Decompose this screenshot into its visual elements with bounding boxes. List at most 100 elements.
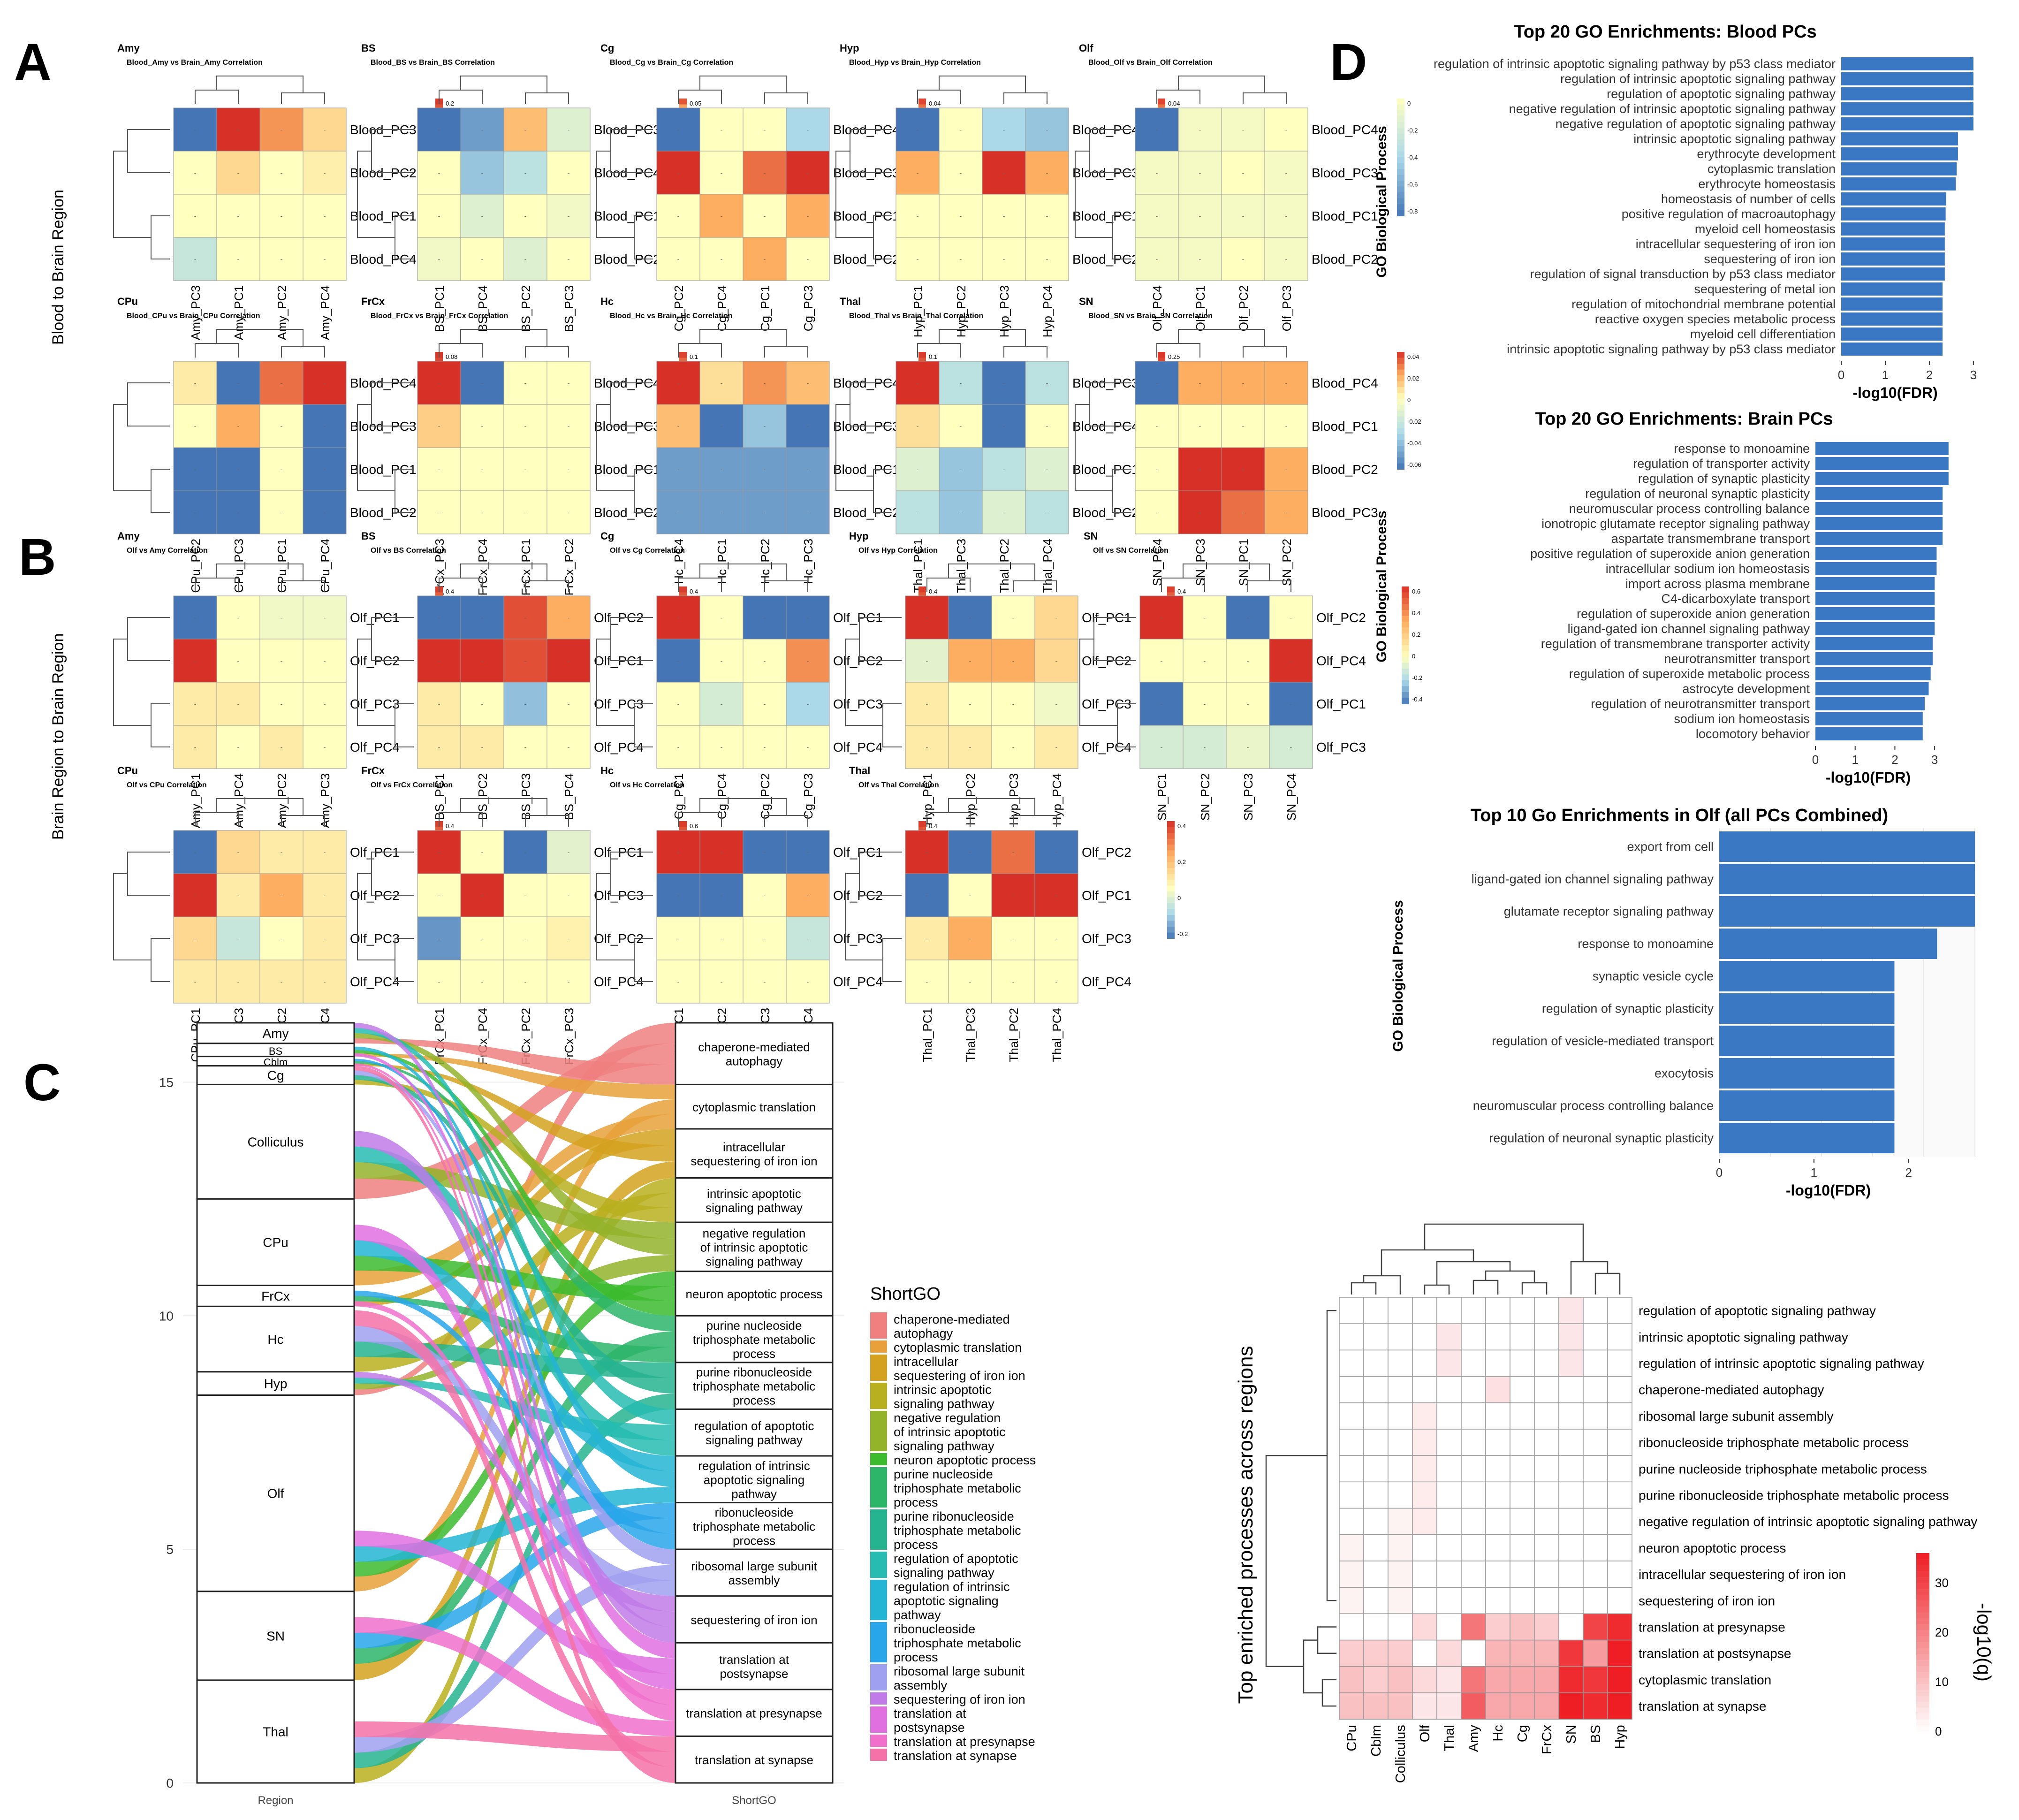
go-term-stratum-label: signaling pathway	[706, 1201, 803, 1215]
heatmap-cell	[948, 639, 992, 683]
cell-mark: -	[1290, 743, 1292, 751]
panel-b-ylabel: Brain Region to Brain Region	[49, 633, 67, 840]
cell-mark: -	[1199, 509, 1201, 516]
legend-swatch	[1916, 1666, 1929, 1673]
bar	[1815, 637, 1933, 650]
column-label: Hyp_PC2	[954, 285, 968, 337]
heatmap-cell	[786, 682, 830, 726]
column-label: Thal_PC4	[1050, 1008, 1064, 1062]
go-term-stratum-label: translation at synapse	[695, 1753, 813, 1767]
bar	[1719, 1026, 1895, 1056]
heatmap-cell	[1025, 447, 1069, 491]
heatmap-cell	[1363, 1455, 1389, 1483]
legend-swatch	[1167, 885, 1175, 892]
legend-tick-label: -0.2	[1407, 127, 1418, 134]
y-axis-label: GO Biological Process	[1390, 900, 1406, 1051]
legend-tick-label: -0.2	[1412, 674, 1422, 681]
alluvial-flow	[354, 1058, 676, 1550]
legend-swatch	[1397, 192, 1404, 199]
cell-mark: -	[524, 657, 527, 664]
x-tick-label: 0	[1838, 368, 1844, 382]
heatmap-title: Olf vs FrCx Correlation	[371, 781, 453, 789]
heatmap-cell	[699, 959, 744, 1004]
cell-mark: -	[481, 422, 484, 430]
cell-mark: -	[438, 422, 440, 430]
column-dendrogram	[195, 76, 325, 104]
heatmap-cell	[1339, 1402, 1364, 1430]
cell-mark: -	[1247, 700, 1249, 708]
x-tick-label: 2	[1891, 753, 1898, 767]
row-label: Olf_PC4	[833, 975, 883, 989]
heatmap-cell	[1135, 194, 1179, 238]
heatmap-title: Blood_Hyp vs Brain_Hyp Correlation	[849, 59, 981, 67]
cell-mark: -	[1003, 169, 1005, 176]
cell-mark: -	[194, 126, 197, 133]
heatmap-cell	[1025, 404, 1069, 448]
legend-swatch	[1167, 915, 1175, 921]
cell-mark: -	[807, 657, 809, 664]
cell-mark: -	[281, 657, 283, 664]
cell-mark: -	[568, 422, 570, 430]
x-tick-label: 2	[1926, 368, 1933, 382]
heatmap-cell	[1339, 1323, 1364, 1351]
legend-tick-label: 0.2	[1412, 631, 1420, 638]
go-term-stratum	[675, 1408, 834, 1457]
heatmap-cell	[1510, 1376, 1535, 1403]
column-label: Amy_PC1	[232, 285, 246, 340]
legend-swatch	[870, 1467, 887, 1508]
heatmap-cell	[1607, 1297, 1632, 1324]
row-dendrogram	[1075, 129, 1131, 259]
alluvial-flow	[354, 1028, 676, 1425]
cell-mark: -	[481, 743, 484, 751]
cell-mark: -	[721, 743, 723, 751]
legend-swatch	[1916, 1624, 1929, 1631]
go-term-stratum	[675, 1221, 834, 1272]
column-dendrogram	[678, 329, 808, 358]
bar	[1815, 577, 1935, 590]
legend-swatch	[679, 99, 687, 105]
cell-mark: -	[1055, 743, 1058, 751]
cell-mark: -	[677, 379, 680, 387]
cell-mark: -	[721, 422, 723, 430]
heatmap-region-label: Cg	[600, 42, 614, 54]
legend-swatch	[1397, 175, 1404, 181]
heatmap-cell	[303, 107, 347, 152]
heatmap-region-label: Cg	[600, 530, 614, 542]
heatmap-cell	[939, 237, 983, 281]
legend-entry-label: signaling pathway	[894, 1439, 994, 1453]
heatmap-cell	[982, 194, 1026, 238]
legend-swatch	[1167, 903, 1175, 910]
cell-mark: -	[960, 169, 962, 176]
cell-mark: -	[1046, 255, 1048, 263]
alluvial-flow	[354, 1033, 676, 1255]
go-term-stratum-label: triphosphate metabolic	[693, 1333, 816, 1347]
heatmap-cell	[1558, 1402, 1584, 1430]
cell-mark: -	[194, 743, 197, 751]
cell-mark: -	[807, 212, 809, 220]
column-label: Hyp_PC3	[997, 285, 1011, 337]
legend-swatch	[1402, 604, 1409, 610]
heatmap-cell	[1363, 1429, 1389, 1456]
row-label: Blood_PC3	[1312, 505, 1378, 520]
go-term-stratum-label: apoptotic signaling	[704, 1473, 805, 1487]
heatmap-cell	[1388, 1429, 1413, 1456]
bar-term-label: regulation of superoxide metabolic proce…	[1569, 667, 1810, 681]
heatmap-cell	[503, 361, 547, 405]
heatmap-cell	[948, 682, 992, 726]
legend-entry-label: postsynapse	[894, 1721, 965, 1735]
legend-swatch	[1402, 633, 1409, 640]
panel-a-heatmap-olf: Olf Blood_Olf vs Brain_Olf Correlation - - -…	[1075, 42, 1418, 331]
legend-swatch	[1397, 422, 1404, 429]
heatmap-cell	[1534, 1455, 1559, 1483]
row-label: Olf_PC3	[1082, 931, 1131, 946]
bar	[1841, 147, 1958, 160]
go-term-stratum-label: translation at presynapse	[686, 1706, 822, 1721]
legend-swatch	[1397, 139, 1404, 146]
legend-swatch	[1916, 1719, 1929, 1726]
heatmap-cell	[1139, 639, 1184, 683]
heatmap-region-label: FrCx	[361, 765, 385, 777]
legend-entry-label: sequestering of iron ion	[894, 1369, 1025, 1383]
cell-mark: -	[568, 169, 570, 176]
column-label: Cg_PC2	[672, 285, 686, 331]
panel-b-heatmap-hc: Hc Olf vs Hc Correlation - - - - - - - - - - - - - - - - O…	[596, 765, 939, 1053]
